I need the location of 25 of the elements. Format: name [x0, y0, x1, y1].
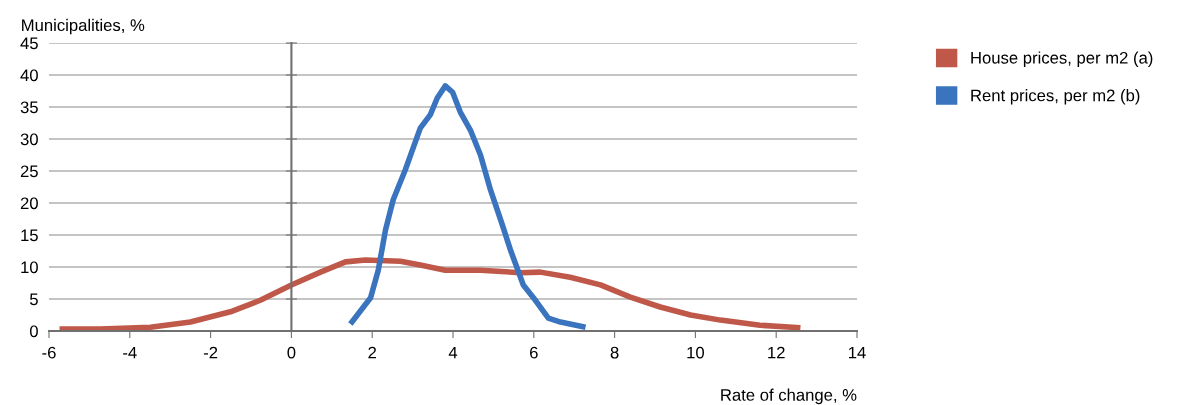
legend-label: House prices, per m2 (a) [971, 51, 1153, 67]
y-tick-label: 45 [20, 37, 38, 50]
y-axis-title: Municipalities, % [22, 18, 145, 35]
x-tick-label: -2 [203, 346, 218, 359]
x-tick-label: 6 [530, 346, 538, 359]
x-tick-label: 8 [610, 346, 619, 359]
x-tick-label: 12 [768, 346, 785, 359]
x-tick-label: 4 [448, 346, 458, 359]
y-tick-label: 5 [29, 293, 38, 306]
y-tick-label: 40 [20, 69, 38, 82]
x-tick-label: 0 [287, 346, 296, 359]
y-tick-label: 35 [20, 101, 38, 114]
x-tick-label: -6 [42, 346, 56, 359]
x-axis-title: Rate of change, % [721, 388, 857, 405]
x-tick-label: -4 [123, 346, 137, 359]
y-tick-label: 20 [20, 197, 38, 210]
x-tick-label: 2 [368, 346, 376, 359]
y-tick-label: 25 [20, 165, 38, 178]
x-tick-label: 14 [849, 346, 866, 359]
x-tick-label: 10 [687, 346, 705, 359]
y-tick-label: 30 [20, 133, 38, 146]
y-tick-label: 15 [21, 229, 38, 242]
y-tick-label: 10 [21, 261, 38, 274]
legend-label: Rent prices, per m2 (b) [971, 89, 1140, 105]
y-tick-label: 0 [29, 325, 38, 338]
